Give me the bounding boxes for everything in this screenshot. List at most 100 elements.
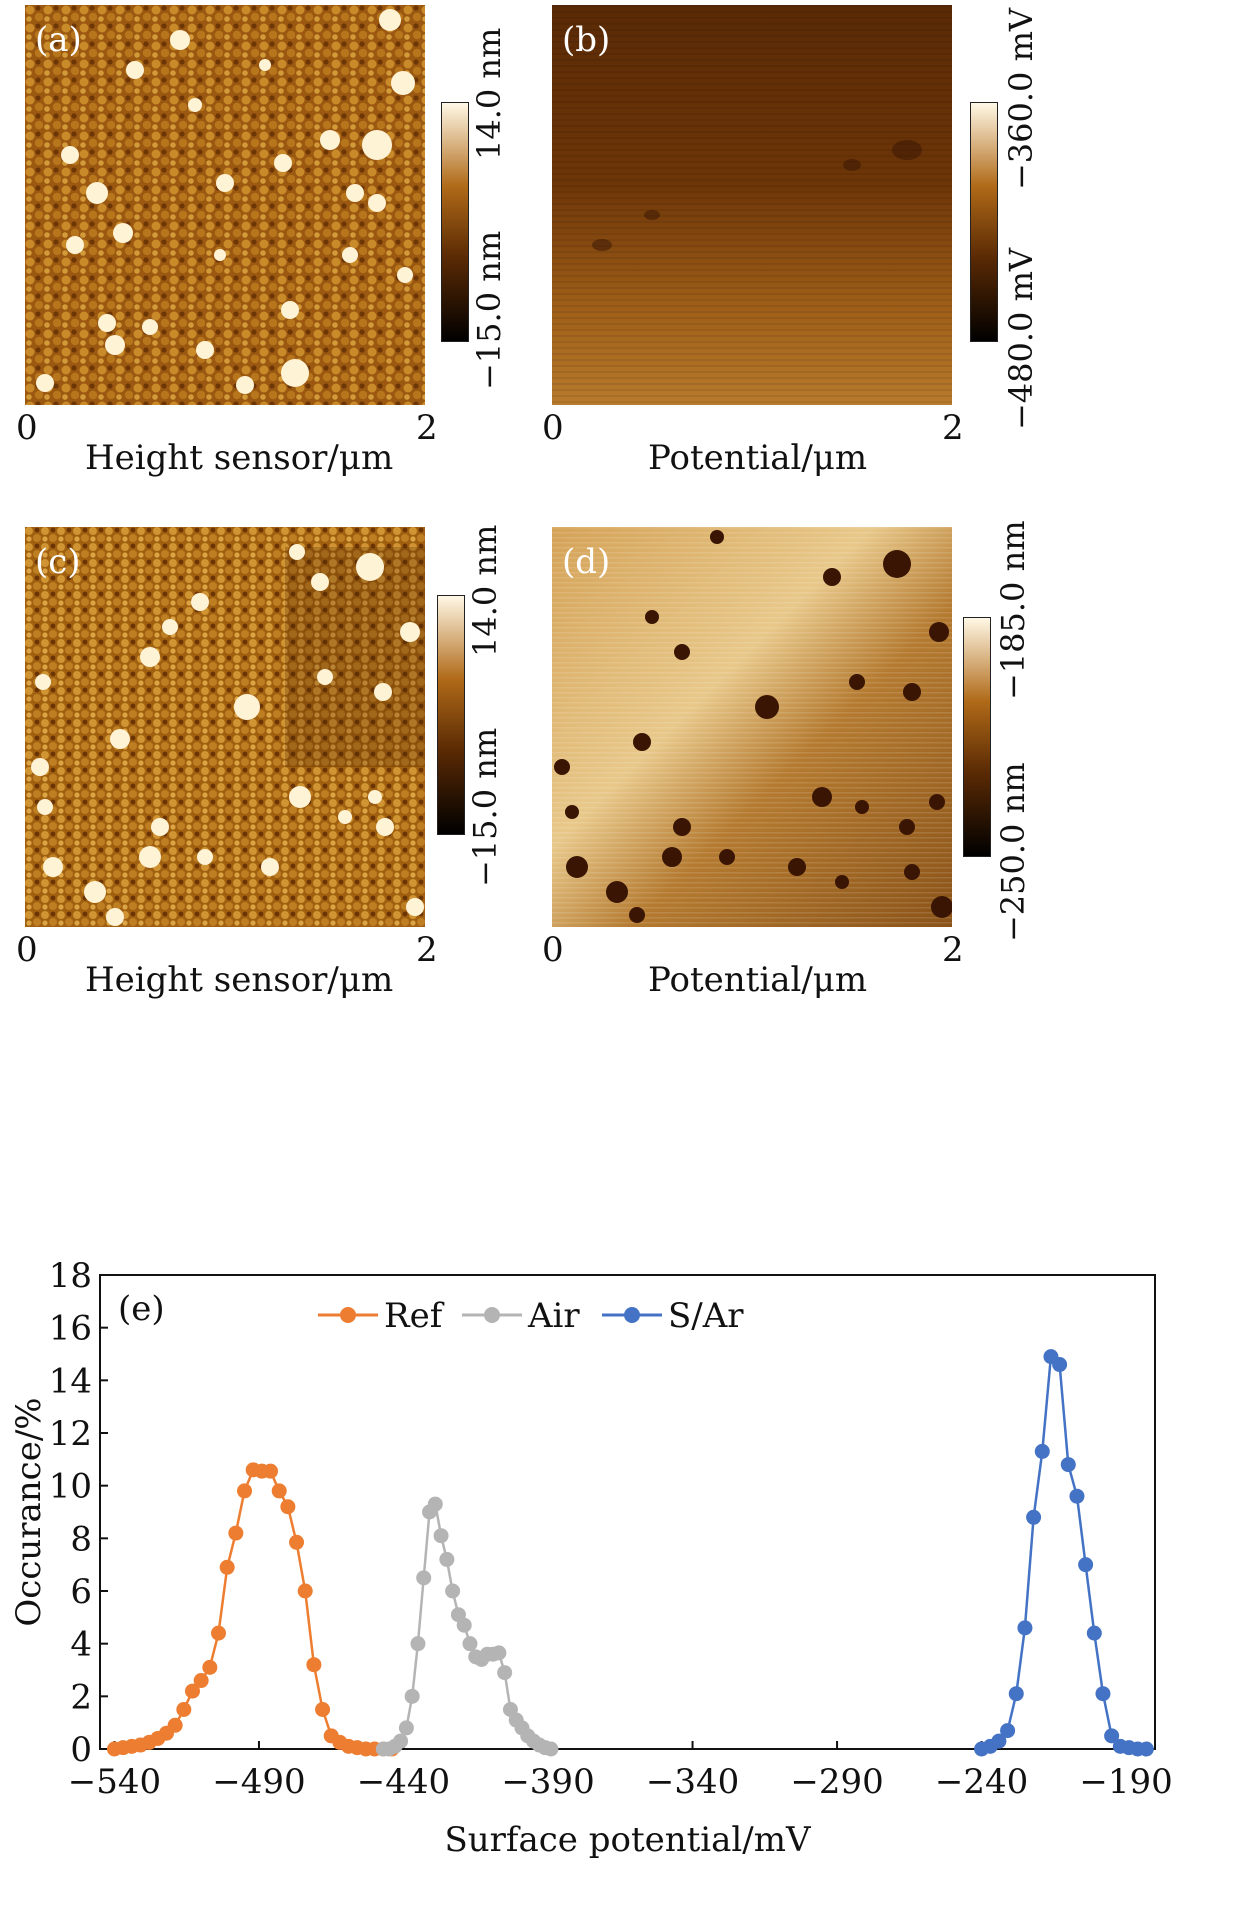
panel-label-d: (d) (562, 542, 611, 582)
colorbar-min-c: −15.0 nm (466, 727, 504, 887)
colorbar-max-b: −360.0 mV (1002, 7, 1040, 190)
legend-marker (340, 1307, 356, 1323)
data-point (219, 1559, 235, 1575)
x-min-d: 0 (542, 930, 564, 970)
x-tick-label: −390 (501, 1762, 594, 1802)
data-point (1008, 1686, 1024, 1702)
data-point (491, 1645, 507, 1661)
colorbar-max-d: −185.0 nm (994, 520, 1032, 700)
legend-label: Air (527, 1296, 580, 1336)
panel-label-a: (a) (35, 20, 82, 60)
data-point (271, 1483, 287, 1499)
x-axis-label-d: Potential/μm (648, 960, 868, 1000)
colorbar-c (437, 595, 465, 835)
colorbar-max-c: 14.0 nm (466, 524, 504, 657)
data-point (410, 1636, 426, 1652)
data-point (263, 1463, 279, 1479)
afm-potential-map-d (552, 527, 952, 927)
data-point (280, 1499, 296, 1515)
data-point (167, 1717, 183, 1733)
legend-label: S/Ar (668, 1296, 744, 1336)
colorbar-min-a: −15.0 nm (470, 230, 508, 390)
data-point (1069, 1488, 1085, 1504)
afm-potential-map-b (552, 5, 952, 405)
series-line (114, 1468, 392, 1751)
data-point (306, 1657, 322, 1673)
data-point (462, 1636, 478, 1652)
data-point (193, 1673, 209, 1689)
data-point (1104, 1728, 1120, 1744)
x-min-a: 0 (16, 408, 38, 448)
data-point (1086, 1625, 1102, 1641)
data-point (497, 1665, 513, 1681)
x-tick-label: −440 (357, 1762, 450, 1802)
series-line (981, 1353, 1147, 1751)
y-tick-label: 8 (70, 1519, 92, 1559)
colorbar-min-d: −250.0 nm (994, 762, 1032, 942)
data-point (289, 1534, 305, 1550)
colorbar-b (970, 102, 998, 342)
series-air (375, 1496, 559, 1757)
series-ref (106, 1462, 400, 1757)
data-point (1052, 1357, 1068, 1373)
data-point (456, 1617, 472, 1633)
data-point (433, 1528, 449, 1544)
y-tick-label: 0 (70, 1730, 92, 1770)
series-sar (974, 1349, 1154, 1757)
data-point (1078, 1557, 1094, 1573)
y-tick-label: 16 (49, 1309, 92, 1349)
data-point (416, 1570, 432, 1586)
y-tick-label: 18 (49, 1256, 92, 1296)
x-axis-label-e: Surface potential/mV (444, 1820, 812, 1860)
data-point (1060, 1457, 1076, 1473)
data-point (398, 1720, 414, 1736)
panel-b: (b) 0 2 Potential/μm −360.0 mV −480.0 mV (520, 0, 1260, 500)
x-axis-label-c: Height sensor/μm (85, 960, 394, 1000)
panel-c: (c) 0 2 Height sensor/μm 14.0 nm −15.0 n… (0, 522, 630, 1022)
data-point (393, 1733, 409, 1749)
data-point (211, 1625, 227, 1641)
plot-frame (99, 1274, 1156, 1750)
afm-height-map-c (25, 527, 425, 927)
colorbar-a (441, 102, 469, 342)
data-point (315, 1702, 331, 1717)
panel-label-c: (c) (35, 542, 81, 582)
data-point (1138, 1741, 1154, 1757)
legend-entry-ref: Ref (318, 1296, 445, 1336)
y-tick-label: 14 (49, 1361, 92, 1401)
afm-height-image-c (25, 527, 425, 927)
x-max-a: 2 (416, 408, 438, 448)
data-point (439, 1551, 455, 1567)
data-point (1095, 1686, 1111, 1702)
x-max-c: 2 (416, 930, 438, 970)
x-tick-label: −540 (68, 1762, 161, 1802)
data-point (991, 1733, 1007, 1749)
data-point (1017, 1620, 1033, 1636)
x-tick-label: −290 (790, 1762, 883, 1802)
x-max-b: 2 (942, 408, 964, 448)
y-tick-label: 12 (49, 1414, 92, 1454)
afm-potential-image-b (552, 5, 952, 405)
legend-label: Ref (384, 1296, 445, 1336)
panel-a: (a) 0 2 Height sensor/μm 14.0 nm −15.0 n… (0, 0, 630, 500)
x-max-d: 2 (942, 930, 964, 970)
data-point (445, 1583, 461, 1599)
data-point (1034, 1443, 1050, 1459)
data-point (427, 1496, 443, 1512)
y-tick-label: 6 (70, 1572, 92, 1612)
data-point (404, 1688, 420, 1704)
y-tick-label: 10 (49, 1467, 92, 1507)
x-axis-label-b: Potential/μm (648, 438, 868, 478)
x-min-c: 0 (16, 930, 38, 970)
colorbar-min-b: −480.0 mV (1002, 247, 1040, 430)
panel-d: (d) 0 2 Potential/μm −185.0 nm −250.0 nm (520, 520, 1260, 1022)
data-point (237, 1483, 253, 1499)
panel-label-b: (b) (562, 20, 611, 60)
surface-potential-chart: −540 −490 −440 −390 −340 −290 −240 −190 0 2 4 6 8 10 1… (9, 1256, 1173, 1860)
data-point (202, 1659, 218, 1675)
legend-marker (484, 1307, 500, 1323)
data-point (1000, 1723, 1016, 1739)
panel-label-e: (e) (118, 1289, 165, 1329)
x-tick-label: −340 (646, 1762, 739, 1802)
data-point (297, 1583, 313, 1599)
